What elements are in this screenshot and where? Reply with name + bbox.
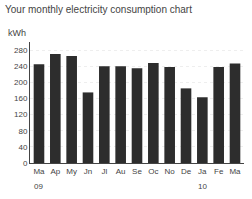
svg-text:10: 10 <box>198 182 207 191</box>
svg-text:kWh: kWh <box>8 28 26 38</box>
svg-text:Ja: Ja <box>198 167 207 176</box>
svg-text:De: De <box>181 167 192 176</box>
svg-text:09: 09 <box>34 182 43 191</box>
svg-text:240: 240 <box>14 62 28 71</box>
svg-text:280: 280 <box>14 46 28 55</box>
svg-text:Jl: Jl <box>101 167 107 176</box>
svg-text:Oc: Oc <box>148 167 158 176</box>
svg-text:160: 160 <box>14 94 28 103</box>
svg-text:200: 200 <box>14 78 28 87</box>
svg-text:No: No <box>165 167 176 176</box>
svg-text:Fe: Fe <box>214 167 224 176</box>
svg-text:My: My <box>66 167 77 176</box>
svg-text:Jn: Jn <box>84 167 92 176</box>
svg-text:Se: Se <box>132 167 142 176</box>
svg-text:120: 120 <box>14 110 28 119</box>
svg-text:Ma: Ma <box>229 167 241 176</box>
svg-text:Au: Au <box>116 167 126 176</box>
svg-text:Ap: Ap <box>50 167 60 176</box>
svg-text:Ma: Ma <box>33 167 45 176</box>
svg-text:Your monthly electricity consu: Your monthly electricity consumption cha… <box>5 4 192 15</box>
svg-text:80: 80 <box>18 127 27 136</box>
svg-text:40: 40 <box>18 143 27 152</box>
svg-text:0: 0 <box>23 159 28 168</box>
